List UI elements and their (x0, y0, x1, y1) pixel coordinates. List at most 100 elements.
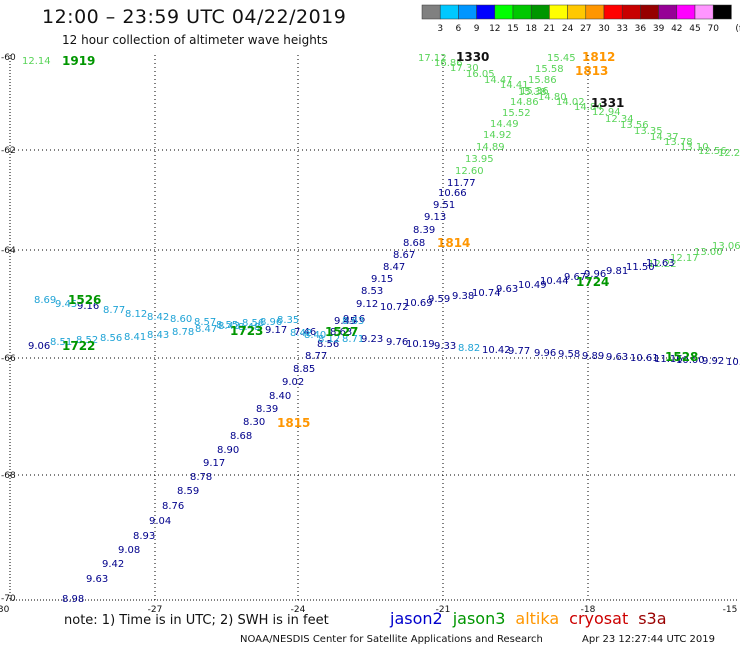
wave-height-value: 8.56 (100, 333, 122, 344)
wave-height-value: 17.30 (450, 63, 479, 74)
legend-altika: altika (515, 609, 560, 628)
wave-height-value: 11.63 (646, 258, 675, 269)
wave-height-value: 9.96 (584, 269, 606, 280)
wave-height-value: 14.37 (650, 132, 679, 143)
wave-height-value: 9.23 (361, 334, 383, 345)
pass-time-label: 1724 (576, 275, 609, 289)
color-scale-tick: 42 (671, 24, 682, 34)
wave-height-value: 15.45 (547, 53, 576, 64)
color-scale-tick: 39 (653, 24, 665, 34)
wave-height-value: 9.12 (356, 299, 378, 310)
wave-height-value: 8.59 (177, 486, 199, 497)
wave-height-value: 14.89 (476, 142, 505, 153)
wave-height-value: 12.94 (592, 107, 621, 118)
wave-height-value: 9.59 (428, 294, 450, 305)
wave-height-value: 12.60 (455, 166, 484, 177)
wave-height-value: 8.41 (124, 332, 146, 343)
wave-height-value: 9.77 (508, 346, 530, 357)
footnote: note: 1) Time is in UTC; 2) SWH is in fe… (64, 613, 329, 628)
wave-height-value: 13.78 (664, 137, 693, 148)
wave-height-value: 8.68 (230, 431, 252, 442)
wave-height-value: 15.52 (502, 108, 531, 119)
wave-height-value: 9.96 (534, 348, 556, 359)
wave-height-value: 8.56 (317, 339, 339, 350)
pass-time-label: 1814 (437, 236, 470, 250)
pass-time-label: 1527 (325, 325, 358, 339)
pass-time-label: 1528 (665, 350, 698, 364)
wave-height-value: 9.04 (149, 516, 171, 527)
wave-height-value: 8.12 (125, 309, 147, 320)
wave-height-value: 8.47 (195, 324, 217, 335)
wave-height-value: 9.02 (282, 377, 304, 388)
page-title: 12:00 – 23:59 UTC 04/22/2019 (42, 6, 347, 28)
wave-height-value: 9.45 (55, 299, 77, 310)
wave-height-value: 9.17 (265, 325, 287, 336)
color-scale-unit: (ft) (735, 24, 740, 34)
wave-height-value: 8.40 (304, 330, 326, 341)
wave-height-value: 14.41 (500, 80, 529, 91)
wave-height-values: 8.989.639.429.088.939.048.768.598.789.17… (22, 53, 740, 605)
wave-height-value: 9.16 (77, 301, 99, 312)
wave-height-value: 8.47 (383, 262, 405, 273)
wave-height-value: 15.38 (518, 87, 547, 98)
legend-cryosat: cryosat (569, 609, 629, 628)
wave-height-value: 8.40 (269, 391, 291, 402)
wave-height-value: 9.42 (102, 559, 124, 570)
wave-height-value: 10.72 (380, 302, 409, 313)
color-scale-tick: 18 (525, 24, 537, 34)
wave-height-value: 10.19 (406, 339, 435, 350)
wave-height-value: 12.22 (648, 259, 677, 270)
wave-height-value: 7.46 (294, 327, 316, 338)
wave-height-value: 8.43 (147, 330, 169, 341)
wave-height-value: 14.47 (484, 75, 513, 86)
pass-time-label: 1812 (582, 50, 615, 64)
wave-height-value: 9.76 (386, 337, 408, 348)
color-scale-tick: 33 (616, 24, 627, 34)
color-scale-tick: 24 (562, 24, 574, 34)
wave-height-value: 14.02 (556, 97, 585, 108)
legend-s3a: s3a (638, 609, 667, 628)
wave-height-value: 15.36 (520, 86, 549, 97)
wave-height-value: 8.56 (242, 318, 264, 329)
wave-height-value: 9.92 (702, 356, 724, 367)
wave-height-value: 12.14 (22, 56, 51, 67)
wave-height-value: 8.78 (190, 472, 212, 483)
wave-height-value: 8.57 (194, 317, 216, 328)
wave-height-value: 8.42 (290, 328, 312, 339)
color-scale-tick: 15 (507, 24, 518, 34)
latitude-label: -66 (1, 354, 16, 364)
wave-height-value: 9.45 (334, 316, 356, 327)
wave-height-value: 8.55 (216, 320, 238, 331)
wave-height-value: 13.10 (680, 142, 709, 153)
color-scale-tick: 9 (474, 24, 480, 34)
wave-height-value: 14.92 (483, 130, 512, 141)
longitude-label: -27 (148, 605, 163, 615)
pass-time-label: 1723 (230, 324, 263, 338)
wave-height-value: 16.86 (434, 58, 463, 69)
pass-time-label: 1919 (62, 54, 95, 68)
credit-line: NOAA/NESDIS Center for Satellite Applica… (240, 634, 543, 645)
wave-height-value: 15.58 (535, 64, 564, 75)
wave-height-value: 8.69 (34, 295, 56, 306)
wave-height-value: 11.16 (654, 354, 683, 365)
wave-height-value: 8.77 (305, 351, 327, 362)
longitude-label: -21 (436, 605, 451, 615)
wave-height-value: 9.89 (582, 351, 604, 362)
wave-height-value: 8.53 (361, 286, 383, 297)
color-swatch (712, 4, 732, 20)
wave-height-value: 13.06 (712, 241, 740, 252)
wave-height-value: 17.12 (418, 53, 447, 64)
wave-height-value: 10.74 (472, 288, 501, 299)
wave-height-value: 9.38 (452, 291, 474, 302)
color-scale-tick: 30 (598, 24, 610, 34)
wave-height-value: 9.33 (434, 341, 456, 352)
wave-height-value: 10.49 (518, 280, 547, 291)
wave-height-value: 8.42 (147, 312, 169, 323)
color-scale-tick: 27 (580, 24, 591, 34)
wave-height-value: 9.16 (343, 314, 365, 325)
wave-height-value: 8.39 (413, 225, 435, 236)
wave-height-value: 8.30 (243, 417, 265, 428)
latitude-label: -68 (1, 471, 16, 481)
wave-height-value: 9.81 (606, 266, 628, 277)
